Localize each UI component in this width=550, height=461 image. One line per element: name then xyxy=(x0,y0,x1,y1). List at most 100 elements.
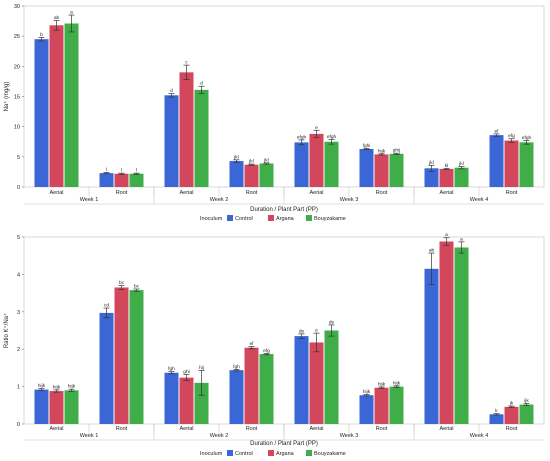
bar-bouyzakame xyxy=(259,354,274,424)
bar-bouyzakame xyxy=(324,330,339,424)
y-tick-label: 3 xyxy=(17,310,20,316)
significance-label: b xyxy=(40,32,43,38)
significance-label: l xyxy=(121,168,122,174)
bar-bouyzakame xyxy=(454,247,469,424)
bar-bouyzakame xyxy=(194,89,209,187)
significance-label: e xyxy=(315,329,318,334)
bar-argana xyxy=(179,377,194,424)
significance-label: hijk xyxy=(68,384,76,390)
significance-label: ef xyxy=(494,128,499,134)
x-category-label: Root xyxy=(376,426,388,432)
x-category-label: Aerial xyxy=(309,426,323,432)
legend-swatch-argana xyxy=(268,450,274,456)
bar-control xyxy=(229,161,244,187)
significance-label: d xyxy=(170,88,173,94)
bar-control xyxy=(424,268,439,424)
significance-label: d xyxy=(200,81,203,87)
significance-label: bc xyxy=(119,280,125,286)
bar-control xyxy=(294,336,309,424)
bar-control xyxy=(359,148,374,187)
x-category-label: Root xyxy=(246,426,258,432)
significance-label: a xyxy=(460,237,463,242)
bar-argana xyxy=(114,173,129,187)
legend-swatch-bouyzakame xyxy=(306,450,312,456)
significance-label: cd xyxy=(104,303,109,309)
significance-label: k xyxy=(495,408,498,414)
legend-label: Bouyzakame xyxy=(314,451,346,457)
significance-label: e xyxy=(315,126,318,131)
x-category-label: Aerial xyxy=(439,426,453,432)
significance-label: efg xyxy=(508,133,515,139)
x-category-label: Aerial xyxy=(439,190,453,196)
x-category-label: Aerial xyxy=(49,190,63,196)
bar-bouyzakame xyxy=(389,386,404,424)
bar-control xyxy=(34,39,49,187)
significance-label: fgh xyxy=(168,366,175,372)
bar-control xyxy=(229,370,244,424)
x-group-label: Week 1 xyxy=(80,433,99,439)
bar-bouyzakame xyxy=(389,153,404,187)
bar-argana xyxy=(179,72,194,187)
significance-label: hijk xyxy=(378,148,386,154)
x-group-label: Week 4 xyxy=(470,433,489,439)
x-axis-title: Duration / Plant Part (PP) xyxy=(250,441,318,447)
significance-label: jkl xyxy=(458,161,464,167)
significance-label: fghi xyxy=(363,143,371,149)
bar-bouyzakame xyxy=(64,23,79,187)
significance-label: ab xyxy=(429,248,435,254)
significance-label: jkl xyxy=(233,154,239,160)
y-axis-title: Ratio K⁺/Na⁺ xyxy=(3,313,10,348)
significance-label: jkl xyxy=(263,157,269,163)
x-category-label: Root xyxy=(246,190,258,196)
significance-label: hij xyxy=(199,365,204,371)
x-category-label: Aerial xyxy=(179,190,193,196)
bar-bouyzakame xyxy=(129,173,144,187)
significance-label: hijk xyxy=(393,380,401,386)
y-axis-title: Na⁺ (mg/g) xyxy=(3,82,10,112)
bar-bouyzakame xyxy=(519,404,534,424)
significance-label: l xyxy=(106,167,107,173)
x-category-label: Root xyxy=(376,190,388,196)
significance-label: jk xyxy=(509,401,514,407)
bar-argana xyxy=(244,164,259,187)
significance-label: kl xyxy=(445,163,448,169)
significance-label: ghij xyxy=(393,148,400,154)
y-tick-label: 0 xyxy=(17,422,20,428)
y-tick-label: 1 xyxy=(17,385,20,391)
y-tick-label: 4 xyxy=(17,272,20,278)
bar-bouyzakame xyxy=(454,167,469,187)
bar-control xyxy=(99,312,114,424)
bar-control xyxy=(164,372,179,424)
bar-argana xyxy=(439,241,454,424)
x-group-label: Week 2 xyxy=(210,433,229,439)
bar-control xyxy=(489,135,504,187)
bar-bouyzakame xyxy=(129,290,144,424)
bar-control xyxy=(489,414,504,424)
x-group-label: Week 4 xyxy=(470,197,489,203)
y-tick-label: 15 xyxy=(14,95,20,101)
x-category-label: Root xyxy=(116,190,128,196)
bar-control xyxy=(164,95,179,187)
significance-label: a xyxy=(445,233,448,238)
bar-control xyxy=(294,142,309,187)
significance-label: hijk xyxy=(363,389,371,395)
bar-bouyzakame xyxy=(324,141,339,187)
bar-argana xyxy=(244,347,259,424)
bar-bouyzakame xyxy=(64,390,79,424)
significance-label: bc xyxy=(134,283,140,289)
x-group-label: Week 3 xyxy=(340,197,359,203)
significance-label: fgh xyxy=(233,364,240,370)
significance-label: hijk xyxy=(378,381,386,387)
legend-label: Control xyxy=(235,216,253,222)
bar-argana xyxy=(504,406,519,424)
bar-argana xyxy=(309,342,324,424)
significance-label: l xyxy=(136,168,137,174)
x-category-label: Root xyxy=(116,426,128,432)
y-tick-label: 5 xyxy=(17,155,20,161)
legend-swatch-control xyxy=(227,450,233,456)
bar-control xyxy=(424,168,439,187)
significance-label: ef xyxy=(249,341,254,347)
bar-bouyzakame xyxy=(259,163,274,187)
significance-label: jkl xyxy=(248,159,254,165)
